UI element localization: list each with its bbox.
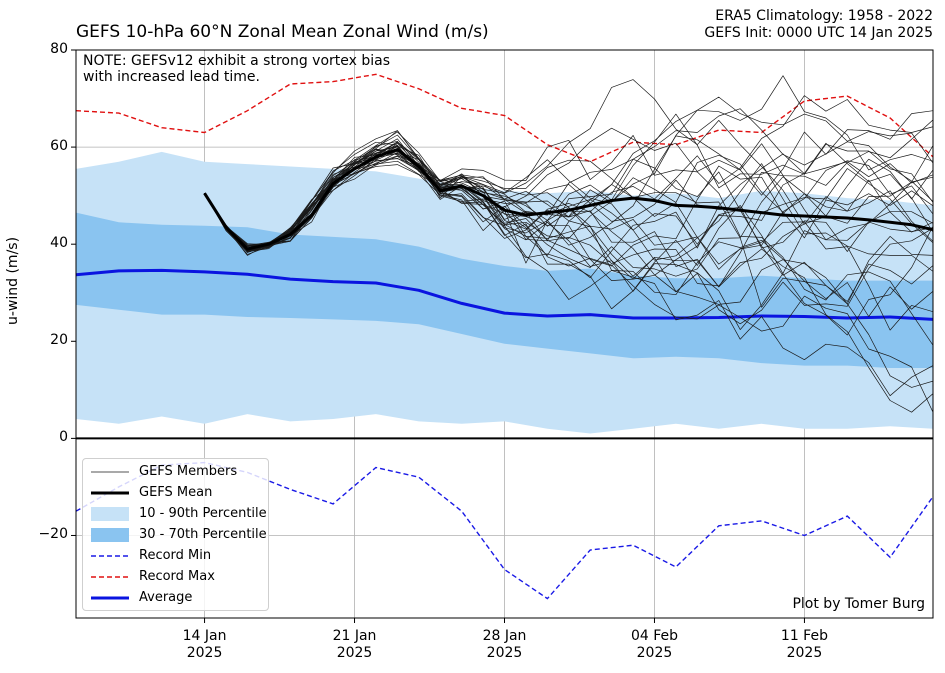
y-axis-label: u-wind (m/s) bbox=[5, 236, 21, 325]
x-tick-label: 14 Jan 2025 bbox=[170, 628, 240, 662]
y-tick-label: 60 bbox=[50, 138, 68, 155]
x-tick-label: 11 Feb 2025 bbox=[769, 628, 839, 662]
y-tick-label: 0 bbox=[59, 429, 68, 446]
gefs-member-line bbox=[204, 148, 933, 249]
gefs-member-line bbox=[204, 142, 933, 280]
legend-swatch-p1090 bbox=[91, 507, 129, 521]
legend-label-record-min: Record Min bbox=[139, 548, 212, 563]
legend-label-p1090: 10 - 90th Percentile bbox=[139, 506, 267, 521]
x-tick-label-year: 2025 bbox=[336, 645, 373, 661]
percentile-bands bbox=[76, 151, 933, 434]
legend-swatch-members bbox=[91, 471, 129, 473]
legend-swatch-record-max bbox=[91, 576, 129, 578]
y-tick-label: 20 bbox=[50, 332, 68, 349]
plot-credit: Plot by Tomer Burg bbox=[792, 596, 925, 612]
legend-swatch-mean bbox=[91, 491, 129, 495]
x-tick-label-date: 04 Feb bbox=[630, 628, 678, 644]
x-tick-label-date: 11 Feb bbox=[780, 628, 828, 644]
legend-item-members: GEFS Members bbox=[91, 462, 266, 482]
gefs-member-line bbox=[204, 141, 933, 287]
x-tick-label-year: 2025 bbox=[636, 645, 673, 661]
legend: GEFS Members GEFS Mean 10 - 90th Percent… bbox=[82, 458, 269, 611]
gefs-member-line bbox=[204, 151, 933, 288]
record-max-line bbox=[76, 73, 933, 163]
legend-item-record-min: Record Min bbox=[91, 546, 266, 566]
y-tick-label: −20 bbox=[38, 526, 68, 543]
x-tick-label-year: 2025 bbox=[486, 645, 523, 661]
x-tick-label-year: 2025 bbox=[186, 645, 223, 661]
tick-marks bbox=[71, 49, 805, 623]
legend-item-p3070: 30 - 70th Percentile bbox=[91, 525, 267, 545]
y-tick-label: 40 bbox=[50, 235, 68, 252]
x-tick-label: 21 Jan 2025 bbox=[320, 628, 390, 662]
legend-label-p3070: 30 - 70th Percentile bbox=[139, 527, 267, 542]
gefs-member-line bbox=[204, 127, 933, 247]
x-tick-label: 04 Feb 2025 bbox=[619, 628, 689, 662]
legend-item-mean: GEFS Mean bbox=[91, 483, 266, 503]
gefs-member-line bbox=[204, 134, 933, 388]
init-time-label: GEFS Init: 0000 UTC 14 Jan 2025 bbox=[704, 25, 933, 41]
gefs-member-line bbox=[204, 155, 933, 317]
climatology-label: ERA5 Climatology: 1958 - 2022 bbox=[715, 8, 933, 24]
legend-item-average: Average bbox=[91, 588, 266, 608]
gefs-member-line bbox=[204, 141, 933, 325]
gefs-member-line bbox=[204, 131, 933, 330]
legend-item-p1090: 10 - 90th Percentile bbox=[91, 504, 267, 524]
legend-label-average: Average bbox=[139, 590, 193, 605]
x-tick-label: 28 Jan 2025 bbox=[470, 628, 540, 662]
legend-item-record-max: Record Max bbox=[91, 567, 266, 587]
legend-label-record-max: Record Max bbox=[139, 569, 215, 584]
chart-title: GEFS 10-hPa 60°N Zonal Mean Zonal Wind (… bbox=[76, 22, 489, 42]
legend-swatch-record-min bbox=[91, 555, 129, 557]
bias-note-line-1: NOTE: GEFSv12 exhibit a strong vortex bi… bbox=[83, 53, 391, 69]
x-tick-label-date: 14 Jan bbox=[182, 628, 227, 644]
band-30-70-percentile bbox=[76, 212, 933, 368]
series-lines bbox=[76, 73, 933, 600]
legend-label-members: GEFS Members bbox=[139, 464, 238, 479]
legend-label-mean: GEFS Mean bbox=[139, 485, 213, 500]
gefs-member-line bbox=[204, 135, 933, 346]
bias-note-line-2: with increased lead time. bbox=[83, 69, 260, 85]
bias-note: NOTE: GEFSv12 exhibit a strong vortex bi… bbox=[83, 53, 390, 85]
x-tick-label-date: 28 Jan bbox=[482, 628, 527, 644]
legend-swatch-average bbox=[91, 596, 129, 600]
y-tick-label: 80 bbox=[50, 41, 68, 57]
x-tick-label-year: 2025 bbox=[786, 645, 823, 661]
gefs-mean-line bbox=[203, 148, 933, 251]
legend-swatch-p3070 bbox=[91, 528, 129, 542]
x-tick-label-date: 21 Jan bbox=[332, 628, 377, 644]
